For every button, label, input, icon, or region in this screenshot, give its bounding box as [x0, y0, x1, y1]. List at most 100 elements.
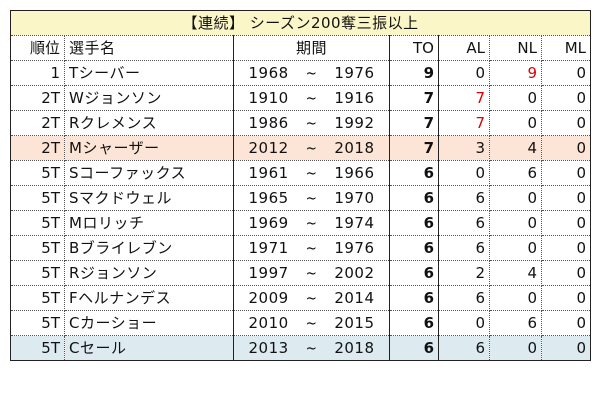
period-end: 2018	[334, 339, 375, 357]
rank-cell: 5T	[10, 285, 65, 311]
player-name-cell: Rクレメンス	[64, 110, 234, 136]
al-seasons-cell: 0	[438, 160, 490, 186]
total-seasons-cell: 6	[389, 260, 439, 286]
rank-cell: 5T	[10, 185, 65, 211]
period-separator: ~	[305, 314, 318, 332]
rank-cell: 5T	[10, 335, 65, 361]
ml-seasons-cell: 0	[541, 285, 591, 311]
nl-seasons-cell: 9	[489, 60, 542, 86]
period-separator: ~	[305, 64, 318, 82]
period-start: 1965	[248, 189, 289, 207]
period-separator: ~	[305, 164, 318, 182]
ml-seasons-cell: 0	[541, 135, 591, 161]
rank-cell: 2T	[10, 110, 65, 136]
period-cell: 1997 ~2002	[233, 260, 390, 286]
nl-seasons-cell: 0	[489, 210, 542, 236]
ml-seasons-cell: 0	[541, 260, 591, 286]
al-seasons-cell: 6	[438, 185, 490, 211]
period-separator: ~	[305, 189, 318, 207]
period-end: 1976	[334, 239, 375, 257]
period-cell: 1910 ~1916	[233, 85, 390, 111]
header-al: AL	[438, 35, 490, 61]
player-name-cell: Mシャーザー	[64, 135, 234, 161]
total-seasons-cell: 7	[389, 110, 439, 136]
table-row: 5T Rジョンソン 1997 ~2002 6 2 4 0	[10, 260, 591, 286]
rank-cell: 2T	[10, 135, 65, 161]
rank-cell: 2T	[10, 85, 65, 111]
period-end: 1976	[334, 64, 375, 82]
ml-seasons-cell: 0	[541, 235, 591, 261]
ml-seasons-cell: 0	[541, 160, 591, 186]
table-row: 2T Wジョンソン 1910 ~1916 7 7 0 0	[10, 85, 591, 111]
total-seasons-cell: 7	[389, 85, 439, 111]
ml-seasons-cell: 0	[541, 185, 591, 211]
al-seasons-cell: 0	[438, 60, 490, 86]
total-seasons-cell: 9	[389, 60, 439, 86]
total-seasons-cell: 6	[389, 210, 439, 236]
nl-seasons-cell: 6	[489, 160, 542, 186]
al-seasons-cell: 6	[438, 235, 490, 261]
strikeout-streak-table: 【連続】 シーズン200奪三振以上 順位 選手名 期間 TO AL NL ML …	[10, 10, 592, 361]
period-start: 2013	[248, 339, 289, 357]
nl-seasons-cell: 6	[489, 310, 542, 336]
header-period: 期間	[233, 35, 390, 61]
rank-cell: 5T	[10, 260, 65, 286]
al-seasons-cell: 7	[438, 110, 490, 136]
period-cell: 2012 ~2018	[233, 135, 390, 161]
period-separator: ~	[305, 264, 318, 282]
period-end: 2018	[334, 139, 375, 157]
al-seasons-cell: 3	[438, 135, 490, 161]
period-start: 1910	[248, 89, 289, 107]
total-seasons-cell: 6	[389, 235, 439, 261]
nl-seasons-cell: 0	[489, 110, 542, 136]
total-seasons-cell: 6	[389, 160, 439, 186]
header-name: 選手名	[64, 35, 234, 61]
total-seasons-cell: 6	[389, 185, 439, 211]
nl-seasons-cell: 4	[489, 135, 542, 161]
player-name-cell: Sマクドウェル	[64, 185, 234, 211]
period-start: 1961	[248, 164, 289, 182]
ml-seasons-cell: 0	[541, 210, 591, 236]
period-start: 2010	[248, 314, 289, 332]
rank-cell: 1	[10, 60, 65, 86]
period-cell: 1968 ~1976	[233, 60, 390, 86]
period-separator: ~	[305, 139, 318, 157]
ml-seasons-cell: 0	[541, 310, 591, 336]
ml-seasons-cell: 0	[541, 60, 591, 86]
rank-cell: 5T	[10, 235, 65, 261]
total-seasons-cell: 6	[389, 310, 439, 336]
period-start: 2012	[248, 139, 289, 157]
player-name-cell: Fヘルナンデス	[64, 285, 234, 311]
period-cell: 1971 ~1976	[233, 235, 390, 261]
nl-seasons-cell: 0	[489, 85, 542, 111]
period-end: 1916	[334, 89, 375, 107]
header-nl: NL	[489, 35, 542, 61]
period-separator: ~	[305, 114, 318, 132]
rank-cell: 5T	[10, 310, 65, 336]
table-row: 5T Fヘルナンデス 2009 ~2014 6 6 0 0	[10, 285, 591, 311]
header-rank: 順位	[10, 35, 65, 61]
period-cell: 1969 ~1974	[233, 210, 390, 236]
table-row: 1 Tシーバー 1968 ~1976 9 0 9 0	[10, 60, 591, 86]
period-start: 1969	[248, 214, 289, 232]
player-name-cell: Wジョンソン	[64, 85, 234, 111]
table-row: 5T Sコーファックス 1961 ~1966 6 0 6 0	[10, 160, 591, 186]
period-separator: ~	[305, 89, 318, 107]
player-name-cell: Cセール	[64, 335, 234, 361]
period-end: 1992	[334, 114, 375, 132]
period-start: 1968	[248, 64, 289, 82]
total-seasons-cell: 7	[389, 135, 439, 161]
al-seasons-cell: 6	[438, 285, 490, 311]
period-start: 1971	[248, 239, 289, 257]
rank-cell: 5T	[10, 210, 65, 236]
period-end: 2002	[334, 264, 375, 282]
total-seasons-cell: 6	[389, 285, 439, 311]
al-seasons-cell: 6	[438, 210, 490, 236]
player-name-cell: Rジョンソン	[64, 260, 234, 286]
header-row: 順位 選手名 期間 TO AL NL ML	[10, 35, 591, 61]
table-row: 5T Cセール 2013 ~2018 6 6 0 0	[10, 335, 591, 361]
ml-seasons-cell: 0	[541, 85, 591, 111]
period-cell: 2010 ~2015	[233, 310, 390, 336]
period-cell: 2009 ~2014	[233, 285, 390, 311]
al-seasons-cell: 0	[438, 310, 490, 336]
